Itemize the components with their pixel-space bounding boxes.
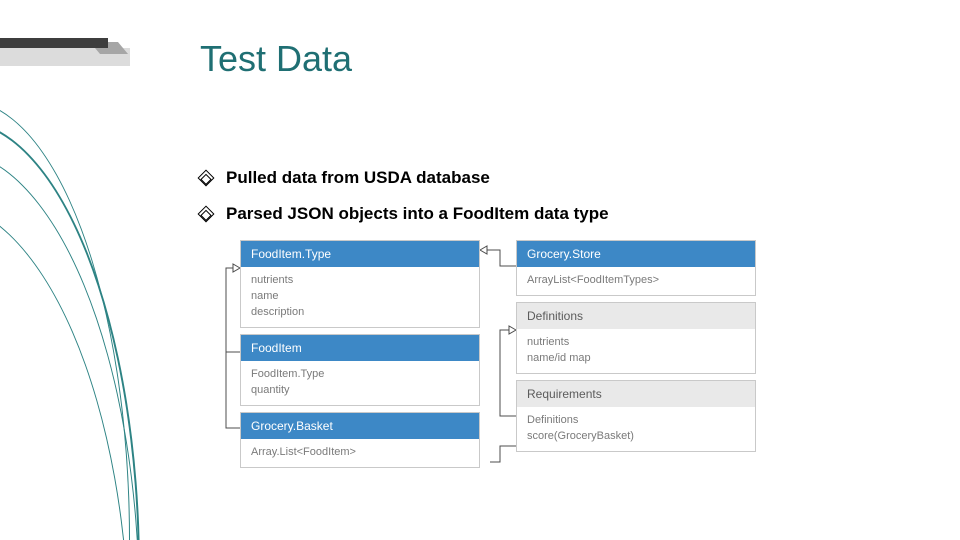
class-field: name/id map [527, 351, 745, 367]
class-box-header: Requirements [517, 381, 755, 407]
class-field: name [251, 289, 469, 305]
class-box-body: nutrients name description [241, 267, 479, 327]
class-field: nutrients [527, 335, 745, 351]
diagram-right-column: Grocery.Store ArrayList<FoodItemTypes> D… [516, 240, 756, 458]
class-box-body: Array.List<FoodItem> [241, 439, 479, 467]
class-box-header: Definitions [517, 303, 755, 329]
class-box-header: Grocery.Basket [241, 413, 479, 439]
class-field: quantity [251, 383, 469, 399]
class-field: nutrients [251, 273, 469, 289]
class-box-header: FoodItem [241, 335, 479, 361]
class-box-definitions: Definitions nutrients name/id map [516, 302, 756, 374]
class-box-body: ArrayList<FoodItemTypes> [517, 267, 755, 295]
class-diagram: FoodItem.Type nutrients name description… [200, 240, 756, 480]
class-box-header: Grocery.Store [517, 241, 755, 267]
class-field: FoodItem.Type [251, 367, 469, 383]
class-field: ArrayList<FoodItemTypes> [527, 273, 745, 289]
deco-bar-dark [0, 38, 108, 48]
bullet-item: Pulled data from USDA database [200, 168, 609, 188]
bullet-list: Pulled data from USDA database Parsed JS… [200, 168, 609, 240]
class-box-fooditemtype: FoodItem.Type nutrients name description [240, 240, 480, 328]
class-box-requirements: Requirements Definitions score(GroceryBa… [516, 380, 756, 452]
slide-title: Test Data [200, 38, 352, 80]
class-box-header: FoodItem.Type [241, 241, 479, 267]
class-box-body: nutrients name/id map [517, 329, 755, 373]
class-box-body: Definitions score(GroceryBasket) [517, 407, 755, 451]
bullet-item: Parsed JSON objects into a FoodItem data… [200, 204, 609, 224]
diamond-bullet-icon [198, 206, 215, 223]
class-box-grocerystore: Grocery.Store ArrayList<FoodItemTypes> [516, 240, 756, 296]
class-field: Array.List<FoodItem> [251, 445, 469, 461]
diamond-bullet-icon [198, 170, 215, 187]
class-box-grocerybasket: Grocery.Basket Array.List<FoodItem> [240, 412, 480, 468]
class-box-body: FoodItem.Type quantity [241, 361, 479, 405]
slide: Test Data Pulled data from USDA database… [0, 0, 960, 540]
class-field: description [251, 305, 469, 321]
bullet-text: Pulled data from USDA database [226, 168, 490, 188]
class-field: Definitions [527, 413, 745, 429]
class-box-fooditem: FoodItem FoodItem.Type quantity [240, 334, 480, 406]
class-field: score(GroceryBasket) [527, 429, 745, 445]
diagram-left-column: FoodItem.Type nutrients name description… [240, 240, 480, 474]
bullet-text: Parsed JSON objects into a FoodItem data… [226, 204, 609, 224]
